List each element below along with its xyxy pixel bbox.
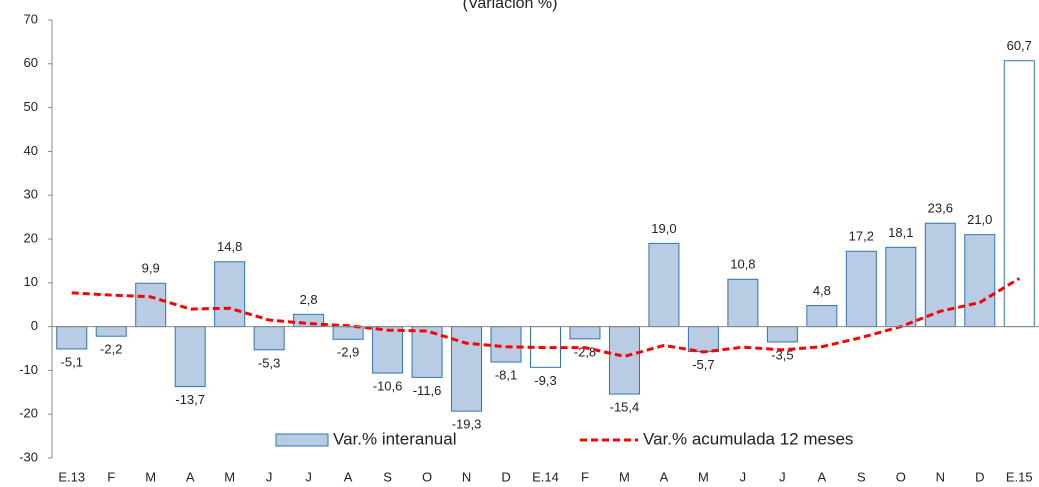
- y-tick-label: 40: [24, 143, 38, 158]
- bar: [687, 326, 719, 353]
- data-label: 60,7: [1007, 38, 1032, 53]
- y-tick-label: 30: [24, 187, 38, 202]
- x-tick-label: S: [383, 469, 392, 484]
- data-label: -8,1: [495, 368, 517, 383]
- x-tick-label: M: [619, 469, 630, 484]
- bar: [608, 326, 640, 395]
- bar: [569, 326, 601, 340]
- bar: [1003, 60, 1035, 328]
- bar: [56, 326, 88, 350]
- y-tick-label: 20: [24, 230, 38, 245]
- y-tick-label: -10: [19, 362, 38, 377]
- x-tick-label: A: [660, 469, 669, 484]
- data-label: 9,9: [142, 261, 160, 276]
- bar: [174, 326, 206, 388]
- data-label: -10,6: [373, 378, 403, 393]
- data-label: -2,2: [100, 342, 122, 357]
- x-tick-label: J: [266, 469, 273, 484]
- x-tick-label: O: [422, 469, 432, 484]
- x-tick-label: E.13: [58, 469, 85, 484]
- x-tick-label: A: [186, 469, 195, 484]
- x-tick-label: S: [857, 469, 866, 484]
- bar: [95, 326, 127, 337]
- y-tick-label: 70: [24, 11, 38, 26]
- data-label: 10,8: [730, 257, 755, 272]
- data-label: 19,0: [651, 221, 676, 236]
- data-label: 21,0: [967, 212, 992, 227]
- bar: [766, 326, 798, 343]
- data-label: 14,8: [217, 239, 242, 254]
- line: [71, 277, 1021, 358]
- bar: [964, 234, 996, 328]
- x-tick-label: J: [305, 469, 312, 484]
- y-tick-label: 0: [31, 318, 38, 333]
- bar: [332, 326, 364, 340]
- bar: [806, 305, 838, 328]
- bar: [648, 242, 680, 328]
- x-tick-label: J: [740, 469, 747, 484]
- data-label: -9,3: [534, 373, 556, 388]
- bar: [253, 326, 285, 351]
- data-label: -11,6: [413, 383, 442, 398]
- bar: [727, 278, 759, 328]
- x-tick-label: D: [501, 469, 510, 484]
- data-label: -19,3: [452, 417, 482, 432]
- y-tick-label: 50: [24, 99, 38, 114]
- legend-label: Var.% interanual: [333, 429, 456, 448]
- x-tick-label: A: [344, 469, 353, 484]
- data-label: -5,3: [258, 355, 280, 370]
- x-tick-label: N: [936, 469, 945, 484]
- bar: [214, 261, 246, 328]
- y-tick-label: 10: [24, 274, 38, 289]
- x-tick-label: E.14: [532, 469, 559, 484]
- data-label: 4,8: [813, 283, 831, 298]
- x-tick-label: J: [779, 469, 786, 484]
- bar: [845, 250, 877, 328]
- data-label: 23,6: [928, 201, 953, 216]
- chart-title: (Variación %): [463, 0, 558, 12]
- x-tick-label: N: [462, 469, 471, 484]
- x-tick-label: F: [581, 469, 589, 484]
- bar: [372, 326, 404, 374]
- data-label: 18,1: [888, 225, 913, 240]
- data-label: -5,7: [692, 357, 714, 372]
- bar: [885, 246, 917, 328]
- data-label: -15,4: [610, 399, 640, 414]
- x-tick-label: F: [107, 469, 115, 484]
- legend-label: Var.% acumulada 12 meses: [643, 429, 853, 448]
- data-label: -13,7: [175, 392, 205, 407]
- y-tick-label: 60: [24, 55, 38, 70]
- bar: [293, 313, 325, 328]
- data-label: -3,5: [771, 347, 793, 362]
- data-label: 17,2: [849, 229, 874, 244]
- x-tick-label: M: [224, 469, 235, 484]
- legend-swatch: [275, 433, 329, 447]
- x-tick-label: O: [896, 469, 906, 484]
- y-tick-label: -20: [19, 406, 38, 421]
- x-tick-label: E.15: [1006, 469, 1033, 484]
- y-tick-label: -30: [19, 449, 38, 464]
- x-tick-label: M: [698, 469, 709, 484]
- x-tick-label: M: [145, 469, 156, 484]
- data-label: -2,9: [337, 345, 359, 360]
- bar: [411, 326, 443, 378]
- bar: [135, 282, 167, 328]
- data-label: -2,8: [574, 344, 596, 359]
- x-tick-label: A: [818, 469, 827, 484]
- data-label: -5,1: [61, 354, 83, 369]
- x-tick-label: D: [975, 469, 984, 484]
- data-label: 2,8: [300, 292, 318, 307]
